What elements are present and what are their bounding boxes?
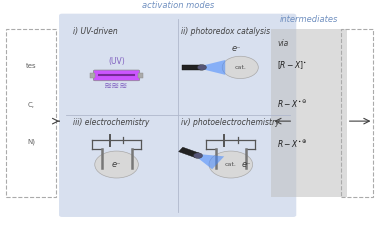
- Text: e⁻: e⁻: [112, 160, 121, 169]
- Bar: [138, 73, 143, 78]
- Text: $R-X^{\bullet\oplus}$: $R-X^{\bullet\oplus}$: [277, 139, 308, 150]
- Text: ≋≋≋: ≋≋≋: [105, 81, 129, 91]
- Text: activation modes: activation modes: [141, 1, 214, 10]
- Text: i) UV-driven: i) UV-driven: [73, 27, 118, 36]
- Polygon shape: [179, 147, 199, 157]
- Text: tes: tes: [26, 63, 36, 69]
- Circle shape: [95, 151, 138, 178]
- Text: cat.: cat.: [225, 162, 237, 167]
- Text: $[R-X]^{\bullet}$: $[R-X]^{\bullet}$: [277, 60, 307, 71]
- Text: ii) photoredox catalysis: ii) photoredox catalysis: [182, 27, 271, 36]
- Text: cat.: cat.: [234, 65, 246, 70]
- Text: $R-X^{\bullet\ominus}$: $R-X^{\bullet\ominus}$: [277, 99, 308, 110]
- Circle shape: [197, 65, 206, 70]
- Text: iv) photoelectrochemistry: iv) photoelectrochemistry: [182, 118, 280, 127]
- Bar: [341, 30, 373, 197]
- Bar: [271, 30, 347, 197]
- Text: (UV): (UV): [108, 57, 125, 66]
- Text: iii) electrochemistry: iii) electrochemistry: [73, 118, 150, 127]
- Circle shape: [222, 56, 258, 79]
- Circle shape: [209, 151, 253, 178]
- Polygon shape: [196, 154, 224, 169]
- Text: intermediates: intermediates: [280, 15, 338, 24]
- Text: via: via: [277, 39, 288, 48]
- Bar: [90, 73, 95, 78]
- Text: e⁻: e⁻: [241, 160, 251, 169]
- Polygon shape: [201, 60, 225, 75]
- Text: e⁻: e⁻: [232, 44, 241, 54]
- Bar: [6, 30, 56, 197]
- FancyBboxPatch shape: [59, 14, 296, 217]
- Text: C,: C,: [27, 102, 35, 108]
- FancyBboxPatch shape: [93, 70, 140, 81]
- Polygon shape: [182, 65, 201, 70]
- Text: N): N): [27, 138, 35, 145]
- Circle shape: [194, 153, 203, 158]
